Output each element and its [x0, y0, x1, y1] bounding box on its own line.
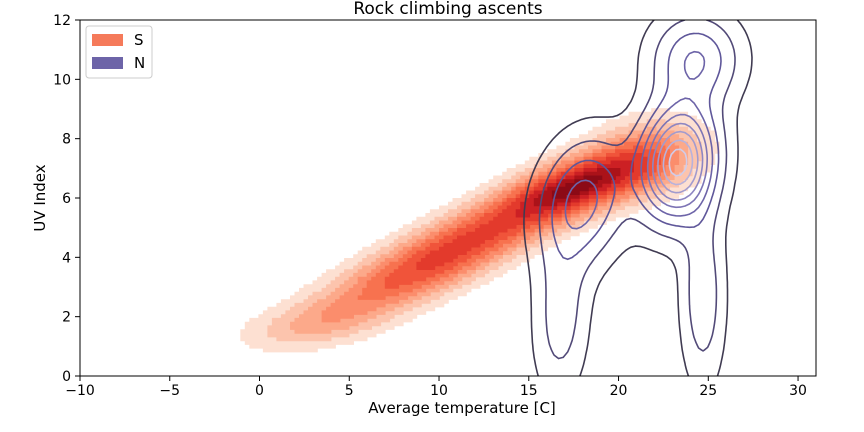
series-n-contour	[662, 139, 694, 186]
x-tick-label: 20	[610, 383, 628, 399]
series-s-density	[240, 108, 720, 353]
chart-title: Rock climbing ascents	[353, 0, 542, 19]
x-tick-label: 5	[345, 383, 354, 399]
series-n-contour	[523, 20, 753, 376]
series-n-contour	[652, 122, 704, 201]
legend-label-n: N	[134, 54, 145, 72]
x-tick-label: −5	[159, 383, 180, 399]
series-n-contours	[523, 20, 753, 376]
x-tick-label: 30	[789, 383, 807, 399]
y-axis-label: UV Index	[31, 164, 49, 231]
series-n-contour	[564, 50, 714, 230]
legend-label-s: S	[134, 31, 144, 49]
x-tick-label: −10	[65, 383, 95, 399]
x-tick-label: 15	[520, 383, 538, 399]
y-tick-label: 4	[62, 250, 71, 266]
y-tick-label: 8	[62, 132, 71, 148]
y-tick-label: 6	[62, 191, 71, 207]
x-axis: −10 −5 0 5 10 15 20 25 30	[65, 376, 807, 399]
x-tick-label: 25	[699, 383, 717, 399]
series-n-contour	[538, 20, 736, 360]
series-n-contour	[646, 113, 708, 209]
series-n-contour	[551, 32, 722, 261]
series-n-contour	[668, 148, 688, 177]
y-tick-label: 12	[53, 13, 71, 29]
density-layer	[240, 20, 753, 376]
legend-swatch-n	[92, 57, 123, 69]
x-axis-label: Average temperature [C]	[368, 399, 556, 417]
legend: S N	[85, 25, 153, 79]
y-tick-label: 0	[62, 369, 71, 385]
plot-frame	[79, 19, 817, 377]
y-axis: 0 2 4 6 8 10 12	[53, 13, 80, 385]
series-n-contour	[657, 130, 699, 194]
legend-swatch-s	[92, 34, 123, 46]
y-tick-label: 10	[53, 72, 71, 88]
x-tick-label: 10	[430, 383, 448, 399]
x-tick-label: 0	[255, 383, 264, 399]
y-tick-label: 2	[62, 310, 71, 326]
